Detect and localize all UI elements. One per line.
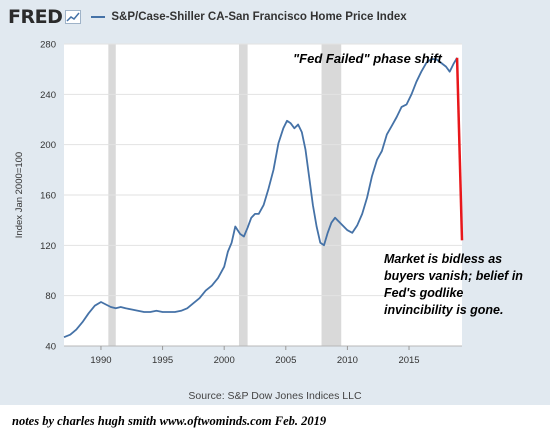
x-tick-2005: 2005 — [275, 355, 296, 366]
author-notes: notes by charles hugh smith www.oftwomin… — [12, 414, 327, 428]
chart-svg: 40 80 120 160 200 240 280 1990 1995 2000 2005 2010 2… — [14, 40, 464, 367]
x-tick-2010: 2010 — [337, 355, 358, 366]
x-tick-2015: 2015 — [398, 355, 419, 366]
projection-line — [455, 57, 464, 241]
y-tick-240: 240 — [40, 90, 56, 101]
source-caption: Source: S&P Dow Jones Indices LLC — [188, 390, 362, 402]
series-layer — [63, 57, 464, 339]
x-tick-1990: 1990 — [90, 355, 111, 366]
tick-labels: 40 80 120 160 200 240 280 1990 1995 2000 2005 2010 2… — [40, 40, 419, 367]
y-tick-80: 80 — [45, 291, 56, 302]
series-title[interactable]: S&P/Case-Shiller CA-San Francisco Home P… — [111, 11, 407, 23]
y-tick-280: 280 — [40, 40, 56, 51]
y-tick-120: 120 — [40, 241, 56, 252]
legend-swatch — [91, 16, 106, 18]
fred-logo[interactable]: FRED — [8, 6, 63, 28]
fred-sparkline-icon — [65, 10, 82, 24]
y-tick-40: 40 — [45, 342, 56, 353]
x-tick-2000: 2000 — [214, 355, 235, 366]
annotation-market-bidless: Market is bidless as buyers vanish; beli… — [384, 252, 523, 317]
annotation-fed-failed: "Fed Failed" phase shift — [293, 51, 442, 66]
series-line-0 — [63, 57, 458, 339]
x-tick-1995: 1995 — [152, 355, 173, 366]
chart-header: FRED S&P/Case-Shiller CA-San Francisco H… — [8, 6, 407, 28]
grid-lines — [64, 43, 462, 350]
y-tick-160: 160 — [40, 191, 56, 202]
y-axis-label: Index Jan 2000=100 — [14, 152, 25, 238]
y-tick-200: 200 — [40, 140, 56, 151]
